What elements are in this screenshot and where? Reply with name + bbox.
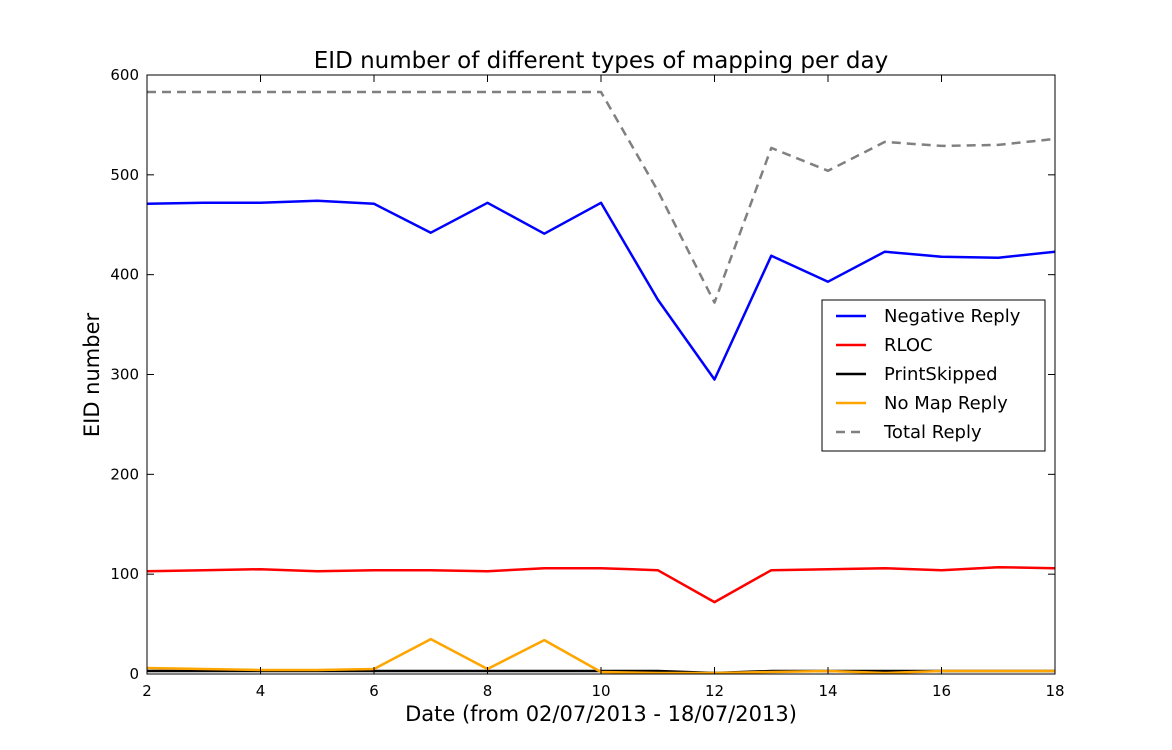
x-tick-label: 10 bbox=[591, 682, 610, 700]
series-line-negative-reply bbox=[146, 199, 1056, 381]
series-line-rloc bbox=[146, 565, 1056, 604]
y-tick-label: 300 bbox=[110, 366, 139, 384]
x-tick-label: 4 bbox=[256, 682, 266, 700]
y-axis: 0 100 200 300 400 500 600 bbox=[110, 66, 1055, 683]
legend-label: RLOC bbox=[884, 335, 933, 356]
y-axis-title: EID number bbox=[80, 313, 104, 438]
y-tick-label: 0 bbox=[129, 665, 139, 683]
legend: Negative Reply RLOC PrintSkipped No Map Rep… bbox=[821, 299, 1046, 452]
x-tick-label: 12 bbox=[705, 682, 724, 700]
legend-label: Total Reply bbox=[883, 422, 982, 443]
legend-box bbox=[821, 299, 1046, 452]
x-axis: 2 4 6 8 10 12 14 16 18 bbox=[142, 75, 1065, 700]
y-tick-label: 100 bbox=[110, 565, 139, 583]
y-tick-label: 200 bbox=[110, 465, 139, 483]
chart-title: EID number of different types of mapping… bbox=[314, 48, 888, 74]
legend-label: PrintSkipped bbox=[884, 364, 998, 385]
series-line-total-reply bbox=[147, 90, 1056, 304]
x-tick-label: 6 bbox=[369, 682, 379, 700]
x-tick-label: 2 bbox=[142, 682, 152, 700]
x-axis-title: Date (from 02/07/2013 - 18/07/2013) bbox=[405, 702, 797, 726]
x-tick-label: 18 bbox=[1045, 682, 1064, 700]
x-tick-label: 8 bbox=[483, 682, 493, 700]
x-tick-label: 14 bbox=[818, 682, 837, 700]
y-tick-label: 400 bbox=[110, 266, 139, 284]
legend-label: Negative Reply bbox=[884, 306, 1021, 327]
y-tick-label: 600 bbox=[110, 66, 139, 84]
x-tick-label: 16 bbox=[932, 682, 951, 700]
legend-label: No Map Reply bbox=[884, 393, 1008, 414]
y-tick-label: 500 bbox=[110, 166, 139, 184]
